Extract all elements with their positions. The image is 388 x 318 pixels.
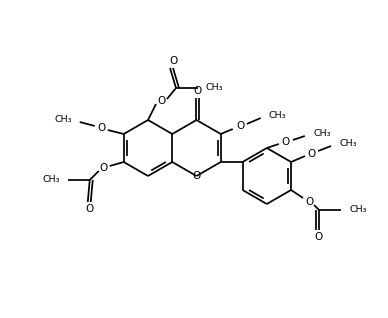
Text: CH₃: CH₃ — [54, 115, 72, 125]
Text: O: O — [170, 56, 178, 66]
Text: CH₃: CH₃ — [206, 84, 223, 93]
Text: CH₃: CH₃ — [314, 129, 331, 139]
Text: O: O — [86, 204, 94, 214]
Text: O: O — [158, 96, 166, 106]
Text: CH₃: CH₃ — [339, 140, 357, 149]
Text: O: O — [307, 149, 315, 159]
Text: O: O — [100, 163, 108, 173]
Text: CH₃: CH₃ — [269, 112, 286, 121]
Text: O: O — [193, 86, 202, 96]
Text: CH₃: CH₃ — [42, 176, 60, 184]
Text: O: O — [314, 232, 322, 242]
Text: CH₃: CH₃ — [349, 205, 367, 215]
Text: O: O — [305, 197, 313, 207]
Text: O: O — [192, 171, 201, 181]
Text: O: O — [237, 121, 245, 131]
Text: O: O — [282, 137, 290, 147]
Text: O: O — [98, 123, 106, 133]
